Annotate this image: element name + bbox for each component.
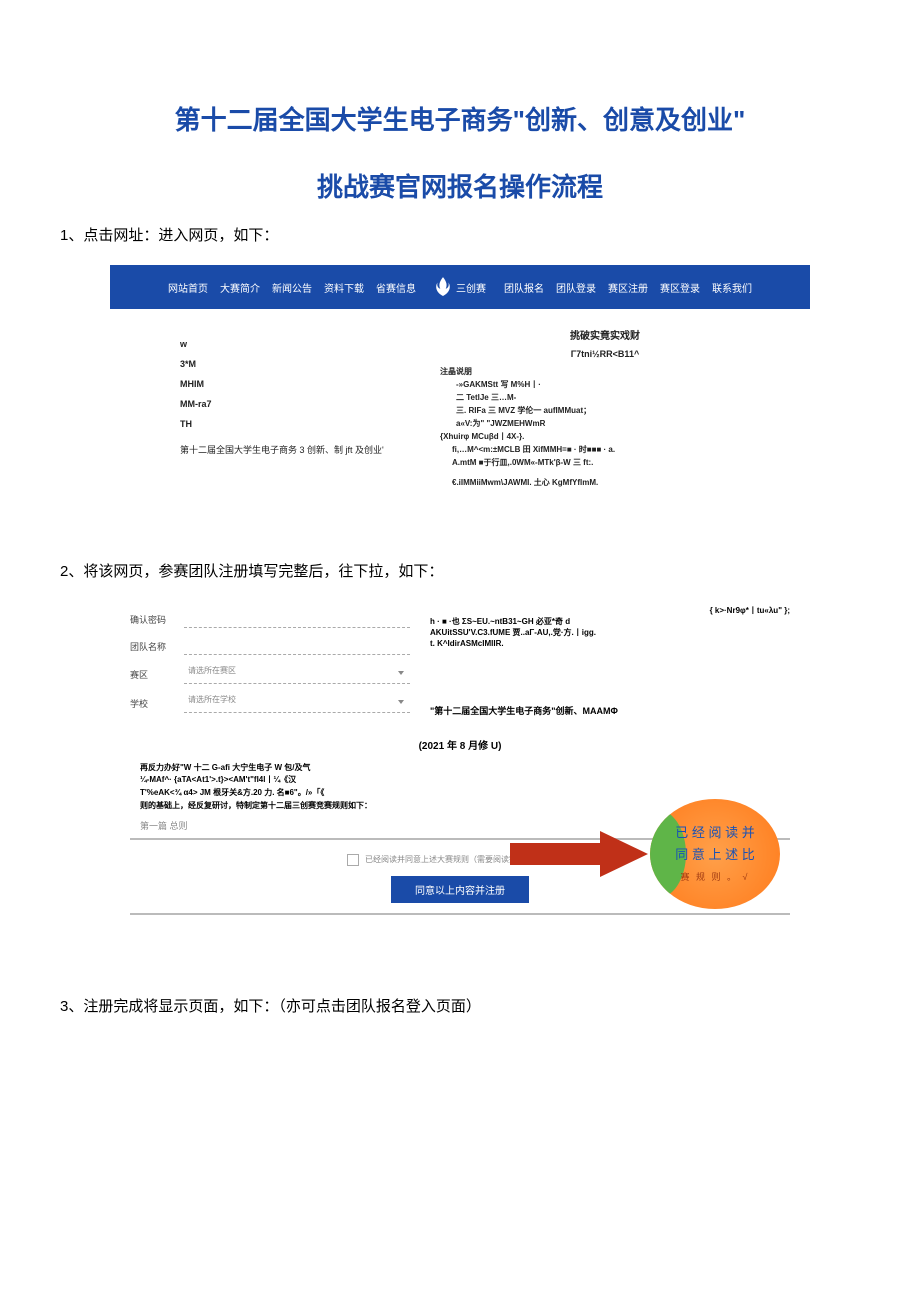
submit-register-button[interactable]: 同意以上内容并注册 (391, 876, 529, 903)
screenshot1-left-column: w 3*M MHIM MM-ra7 TH 第十二届全国大学生电子商务 3 创新、… (180, 329, 410, 490)
label-confirm-password: 确认密码 (130, 613, 174, 626)
nav-region-login[interactable]: 赛区登录 (660, 280, 700, 295)
nav-download[interactable]: 资料下载 (324, 280, 364, 295)
nav-team-login[interactable]: 团队登录 (556, 280, 596, 295)
screenshot1-content: w 3*M MHIM MM-ra7 TH 第十二届全国大学生电子商务 3 创新、… (110, 309, 810, 500)
step-3-text: 3、注册完成将显示页面，如下：（亦可点击团队报名登入页面） (60, 995, 860, 1016)
callout-line-3: 赛 规 则 。 √ (681, 870, 750, 885)
right-line-7: A.mtM ■于行皿,.0WM«-MTk'β-W 三 ft:. (440, 457, 770, 469)
callout-circle: 已 经 阅 读 并 同 意 上 述 比 赛 规 则 。 √ (650, 799, 780, 909)
step-2-text: 2、将该网页，参赛团队注册填写完整后，往下拉，如下： (60, 560, 860, 581)
navbar-logo: 三创赛 (428, 276, 492, 298)
right-line-8: €.iIMMiiMwm\JAWMI. 土心 KgMfYflmM. (440, 477, 770, 489)
left-row-1: w (180, 339, 410, 349)
left-row-2: 3*M (180, 359, 410, 369)
arrow-callout: 已 经 阅 读 并 同 意 上 述 比 赛 规 则 。 √ (510, 799, 780, 909)
note-line-1: { k>·Nr9φ*丨tu«λu" }; (430, 605, 790, 616)
right-heading-2: Γ7tni½RR<B11^ (440, 348, 770, 362)
nav-contact[interactable]: 联系我们 (712, 280, 752, 295)
screenshot-1: 网站首页 大赛简介 新闻公告 资料下载 省赛信息 三创赛 团队报名 团队登录 赛… (110, 265, 810, 500)
logo-text: 三创赛 (456, 280, 486, 295)
left-bottom-line: 第十二届全国大学生电子商务 3 创新、制 jft 及创业' (180, 443, 410, 456)
label-team-name: 团队名称 (130, 640, 174, 653)
right-line-2: 二 TetlJe 三…M- (440, 392, 770, 404)
title-main: 第十二届全国大学生电子商务"创新、创意及创业" (60, 100, 860, 137)
rules-date: (2021 年 8 月修 U) (130, 737, 790, 752)
screenshot1-right-column: 挑破实竟实戏财 Γ7tni½RR<B11^ 注晶说朋 -»GAKMStt 写 M… (440, 329, 770, 490)
label-school: 学校 (130, 697, 174, 710)
note-line-2: h · ■ ·也 ΣS~EU.~ntB31~GH 必亚*奇 d (430, 616, 790, 627)
nav-intro[interactable]: 大赛简介 (220, 280, 260, 295)
red-arrow-icon (510, 829, 650, 879)
right-line-6: fi,…M^<m:±MCLB 田 XifMMH=■ · 时■■■ · a. (440, 444, 770, 456)
nav-province[interactable]: 省赛信息 (376, 280, 416, 295)
note-right-tail: "第十二届全国大学生电子商务"创新、MAAMΦ (430, 705, 790, 718)
title-sub: 挑战赛官网报名操作流程 (60, 167, 860, 204)
right-line-3: 三. RIFa 三 MVZ 学伦一 aufIMMuat； (440, 405, 770, 417)
navbar: 网站首页 大赛简介 新闻公告 资料下载 省赛信息 三创赛 团队报名 团队登录 赛… (110, 265, 810, 309)
callout-line-1: 已 经 阅 读 并 (675, 822, 754, 844)
label-region: 赛区 (130, 668, 174, 681)
form-left: 确认密码 团队名称 赛区 请选所在赛区 学校 请选所在学校 (130, 601, 410, 723)
rules-line-1: 再反力办好"W 十二 G-afi 大宁生电子 W 包/及气 (140, 762, 780, 775)
nav-region-reg[interactable]: 赛区注册 (608, 280, 648, 295)
input-team-name[interactable] (184, 638, 410, 655)
nav-news[interactable]: 新闻公告 (272, 280, 312, 295)
nav-home[interactable]: 网站首页 (168, 280, 208, 295)
form-right-note: { k>·Nr9φ*丨tu«λu" }; h · ■ ·也 ΣS~EU.~ntB… (430, 601, 790, 723)
right-line-5: {Xhuirφ MCuβd丨4X-}. (440, 431, 770, 443)
select-region[interactable]: 请选所在赛区 (184, 665, 410, 684)
rules-line-2: ¼-MAf^· {aTA<At1'>.t}><ΑM't"fI4l丨¼《汉 (140, 774, 780, 787)
note-line-3: AKUitSSU'V.C3.fUME 贾..aΓ-AU,.党·方.丨igg. (430, 627, 790, 638)
input-confirm-password[interactable] (184, 611, 410, 628)
select-school[interactable]: 请选所在学校 (184, 694, 410, 713)
right-heading-1: 挑破实竟实戏财 (440, 329, 770, 344)
left-row-4: MM-ra7 (180, 399, 410, 409)
right-line-4: a«V:为" "JWZMEHWmR (440, 418, 770, 430)
left-row-5: TH (180, 419, 410, 429)
right-line-1: -»GAKMStt 写 M%H丨· (440, 379, 770, 391)
step-1-text: 1、点击网址：进入网页，如下： (60, 224, 860, 245)
note-line-4: t. K^IdirASMcIMIIR. (430, 638, 790, 649)
intro-label: 注晶说朋 (440, 366, 770, 378)
divider-2 (130, 913, 790, 915)
agree-checkbox[interactable] (347, 854, 359, 866)
flame-logo-icon (434, 276, 452, 298)
left-row-3: MHIM (180, 379, 410, 389)
callout-line-2: 同 意 上 述 比 (675, 844, 754, 866)
screenshot-2: 确认密码 团队名称 赛区 请选所在赛区 学校 请选所在学校 (110, 601, 810, 915)
nav-team-signup[interactable]: 团队报名 (504, 280, 544, 295)
